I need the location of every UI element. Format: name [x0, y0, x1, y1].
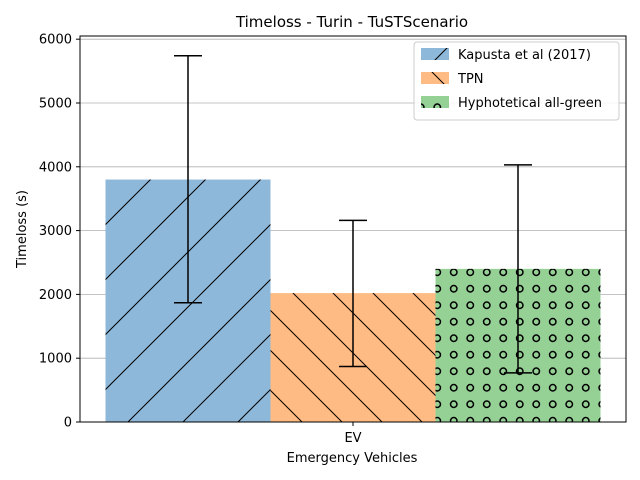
legend-swatch-hatch: [421, 48, 449, 60]
x-axis-label: Emergency Vehicles: [287, 451, 418, 466]
legend-box: [413, 41, 620, 121]
chart-title: Timeloss - Turin - TuSTScenario: [235, 13, 468, 31]
legend-label: Kapusta et al (2017): [458, 48, 591, 63]
legend-swatch-hatch: [421, 96, 449, 108]
y-tick-label: 0: [64, 416, 72, 431]
y-tick-label: 3000: [39, 224, 72, 239]
x-tick-label: EV: [344, 431, 361, 446]
y-axis-label: Timeloss (s): [15, 190, 30, 269]
legend-label: TPN: [457, 72, 484, 87]
y-tick-label: 1000: [39, 352, 72, 367]
x-axis-ticks: EV: [344, 422, 362, 446]
y-tick-label: 2000: [39, 288, 72, 303]
y-axis-ticks: 0 1000 2000 3000 4000 5000 6000: [39, 33, 80, 431]
legend-label: Hyphotetical all-green: [458, 96, 602, 111]
legend-swatch-hatch: [421, 72, 449, 84]
legend: Kapusta et al (2017) TPN Hyphotetical all-…: [413, 41, 620, 121]
y-tick-label: 5000: [39, 96, 72, 111]
y-tick-label: 6000: [39, 33, 72, 48]
y-tick-label: 4000: [39, 160, 72, 175]
error-bars: [174, 55, 532, 374]
